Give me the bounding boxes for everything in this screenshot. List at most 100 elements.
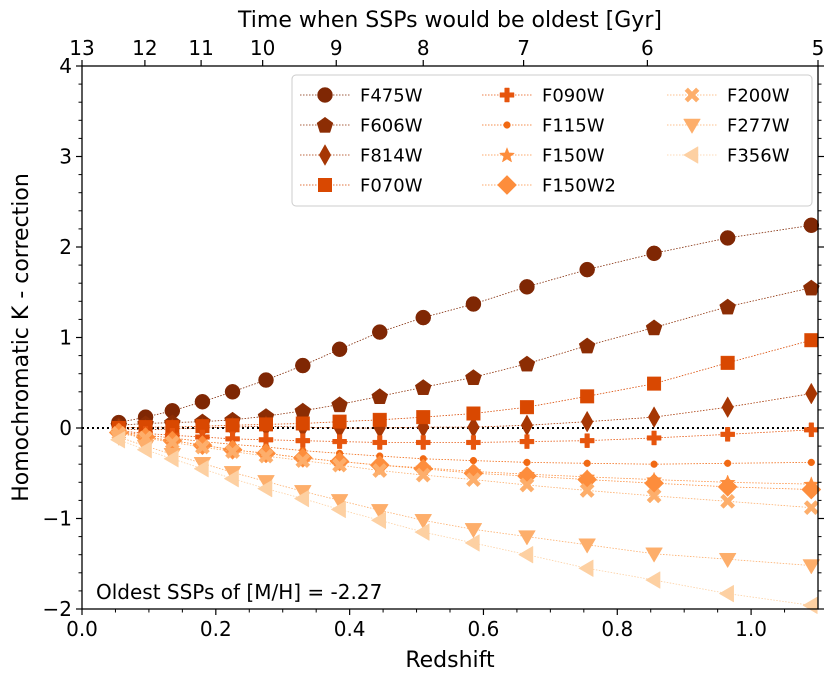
x-tick-label: 0.2 bbox=[200, 617, 232, 641]
data-point bbox=[225, 444, 241, 460]
metallicity-annotation: Oldest SSPs of [M/H] = -2.27 bbox=[96, 580, 382, 604]
legend-marker bbox=[317, 87, 333, 103]
legend-marker bbox=[503, 121, 511, 129]
legend-item-f150w2: F150W2 bbox=[482, 175, 616, 197]
data-point bbox=[332, 434, 347, 449]
data-point bbox=[372, 412, 387, 427]
data-point bbox=[465, 296, 482, 312]
series-line bbox=[118, 432, 812, 490]
top-tick-label: 8 bbox=[417, 36, 430, 60]
series-f200w bbox=[111, 425, 819, 516]
y-axis-title: Homochromatic K - correction bbox=[9, 173, 34, 502]
y-tick-label: 1 bbox=[59, 326, 72, 350]
data-point bbox=[371, 388, 389, 405]
x-axis-title: Redshift bbox=[405, 648, 495, 673]
top-axis-title: Time when SSPs would be oldest [Gyr] bbox=[237, 8, 662, 33]
series-f606w bbox=[110, 279, 820, 433]
series-f070w bbox=[111, 333, 819, 435]
legend-item-f606w: F606W bbox=[300, 116, 423, 137]
data-point bbox=[519, 279, 535, 295]
data-point bbox=[802, 559, 821, 575]
data-point bbox=[370, 504, 389, 520]
data-point bbox=[645, 319, 663, 336]
y-tick-label: 2 bbox=[59, 235, 72, 259]
y-tick-label: −1 bbox=[43, 507, 72, 531]
legend-item-f814w: F814W bbox=[300, 144, 423, 167]
series-line bbox=[118, 393, 812, 431]
legend-label: F070W bbox=[360, 176, 423, 197]
data-point bbox=[372, 463, 388, 479]
legend-item-f356w: F356W bbox=[667, 146, 790, 167]
data-point bbox=[645, 547, 663, 563]
data-point bbox=[803, 217, 820, 234]
data-point bbox=[724, 459, 732, 467]
data-point bbox=[330, 500, 346, 519]
data-point bbox=[163, 449, 179, 468]
data-point bbox=[719, 298, 736, 315]
data-point bbox=[645, 571, 661, 589]
x-tick-label: 1.0 bbox=[735, 617, 767, 641]
data-point bbox=[415, 309, 431, 326]
data-point bbox=[646, 430, 662, 446]
data-point bbox=[259, 417, 273, 432]
data-point bbox=[583, 459, 591, 467]
data-point bbox=[224, 384, 241, 400]
data-point bbox=[720, 493, 736, 509]
data-point bbox=[223, 469, 239, 488]
series-line bbox=[118, 433, 812, 509]
legend-item-f070w: F070W bbox=[300, 176, 423, 197]
data-point bbox=[258, 448, 274, 464]
data-point bbox=[647, 406, 661, 428]
data-point bbox=[518, 545, 534, 564]
top-tick-label: 13 bbox=[69, 36, 94, 60]
data-point bbox=[804, 422, 819, 438]
data-point bbox=[415, 467, 431, 483]
legend-item-f200w: F200W bbox=[667, 86, 790, 107]
legend-label: F277W bbox=[727, 116, 790, 137]
data-point bbox=[293, 489, 310, 508]
data-point bbox=[646, 488, 662, 504]
series-line bbox=[118, 339, 812, 429]
data-point bbox=[647, 376, 662, 391]
data-point bbox=[372, 435, 387, 450]
data-point bbox=[807, 458, 815, 467]
legend-label: F356W bbox=[727, 146, 790, 167]
top-tick-label: 6 bbox=[641, 36, 654, 60]
series-line bbox=[118, 439, 812, 606]
data-point bbox=[371, 324, 388, 340]
data-point bbox=[332, 457, 348, 473]
y-tick-label: 4 bbox=[59, 54, 72, 78]
legend-marker bbox=[683, 118, 701, 134]
data-point bbox=[332, 414, 347, 429]
top-tick-label: 9 bbox=[330, 36, 343, 60]
data-point bbox=[579, 261, 595, 278]
data-point bbox=[469, 456, 478, 465]
data-point bbox=[295, 416, 310, 431]
x-tick-label: 0.6 bbox=[468, 617, 500, 641]
series-line bbox=[118, 287, 812, 426]
legend-marker bbox=[497, 175, 517, 195]
data-point bbox=[295, 453, 311, 469]
legend-box bbox=[291, 74, 813, 207]
legend-item-f090w: F090W bbox=[482, 86, 605, 107]
data-point bbox=[415, 435, 431, 450]
data-point bbox=[331, 341, 348, 358]
data-point bbox=[225, 418, 240, 433]
legend: F475W F606W F814W F070W F090W F115W F150W F150W… bbox=[291, 74, 813, 207]
data-point bbox=[581, 410, 594, 433]
data-point bbox=[164, 435, 180, 450]
data-point bbox=[329, 451, 350, 472]
legend-label: F090W bbox=[542, 86, 605, 107]
legend-marker bbox=[499, 87, 515, 103]
series-layer bbox=[108, 217, 822, 615]
data-point bbox=[720, 427, 735, 442]
data-point bbox=[194, 394, 211, 410]
legend-label: F115W bbox=[542, 116, 605, 137]
data-point bbox=[650, 460, 658, 468]
data-point bbox=[193, 459, 209, 478]
data-point bbox=[579, 482, 595, 498]
data-point bbox=[465, 369, 482, 386]
top-tick-label: 12 bbox=[132, 36, 157, 60]
legend-marker bbox=[316, 116, 334, 133]
